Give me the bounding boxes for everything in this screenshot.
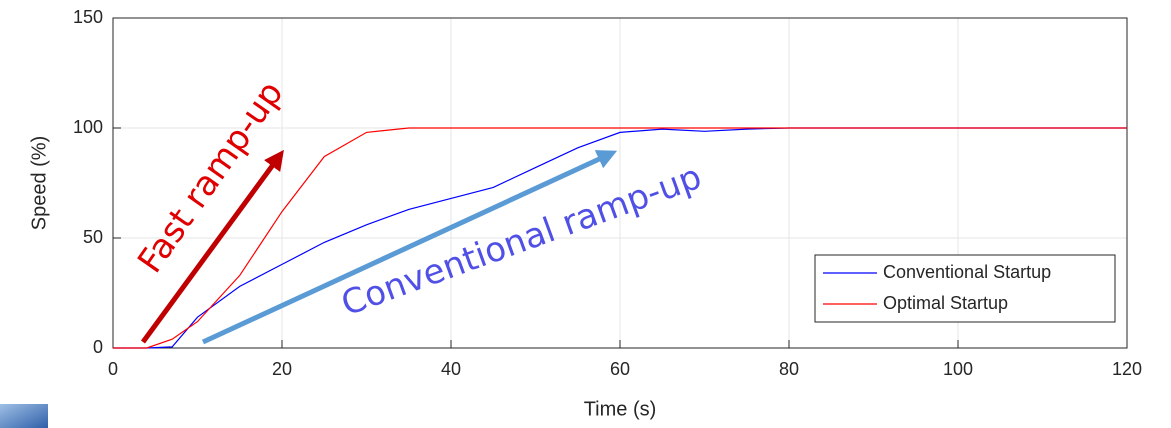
corner-image — [0, 404, 48, 428]
legend-label: Conventional Startup — [883, 262, 1051, 282]
x-tick-label: 40 — [441, 359, 461, 379]
x-axis-label: Time (s) — [584, 398, 657, 420]
y-tick-label: 0 — [93, 337, 103, 357]
legend-label: Optimal Startup — [883, 293, 1008, 313]
fast-arrow — [140, 149, 284, 344]
x-tick-label: 80 — [779, 359, 799, 379]
x-tick-label: 20 — [272, 359, 292, 379]
x-tick-label: 0 — [108, 359, 118, 379]
plot-area: 0 20 40 60 80 100 120 0 50 100 150 Time (s) Speed (%… — [28, 7, 1142, 421]
x-tick-label: 60 — [610, 359, 630, 379]
x-tick-label: 120 — [1112, 359, 1142, 379]
y-tick-label: 50 — [83, 227, 103, 247]
plot-frame — [112, 17, 1128, 349]
y-tick-label: 100 — [73, 117, 103, 137]
series-line — [113, 127, 1127, 349]
conventional-arrow — [201, 150, 618, 345]
x-tick-label: 100 — [943, 359, 973, 379]
legend-box — [814, 254, 1116, 323]
y-tick-label: 150 — [73, 7, 103, 27]
y-axis-label: Speed (%) — [28, 136, 50, 231]
